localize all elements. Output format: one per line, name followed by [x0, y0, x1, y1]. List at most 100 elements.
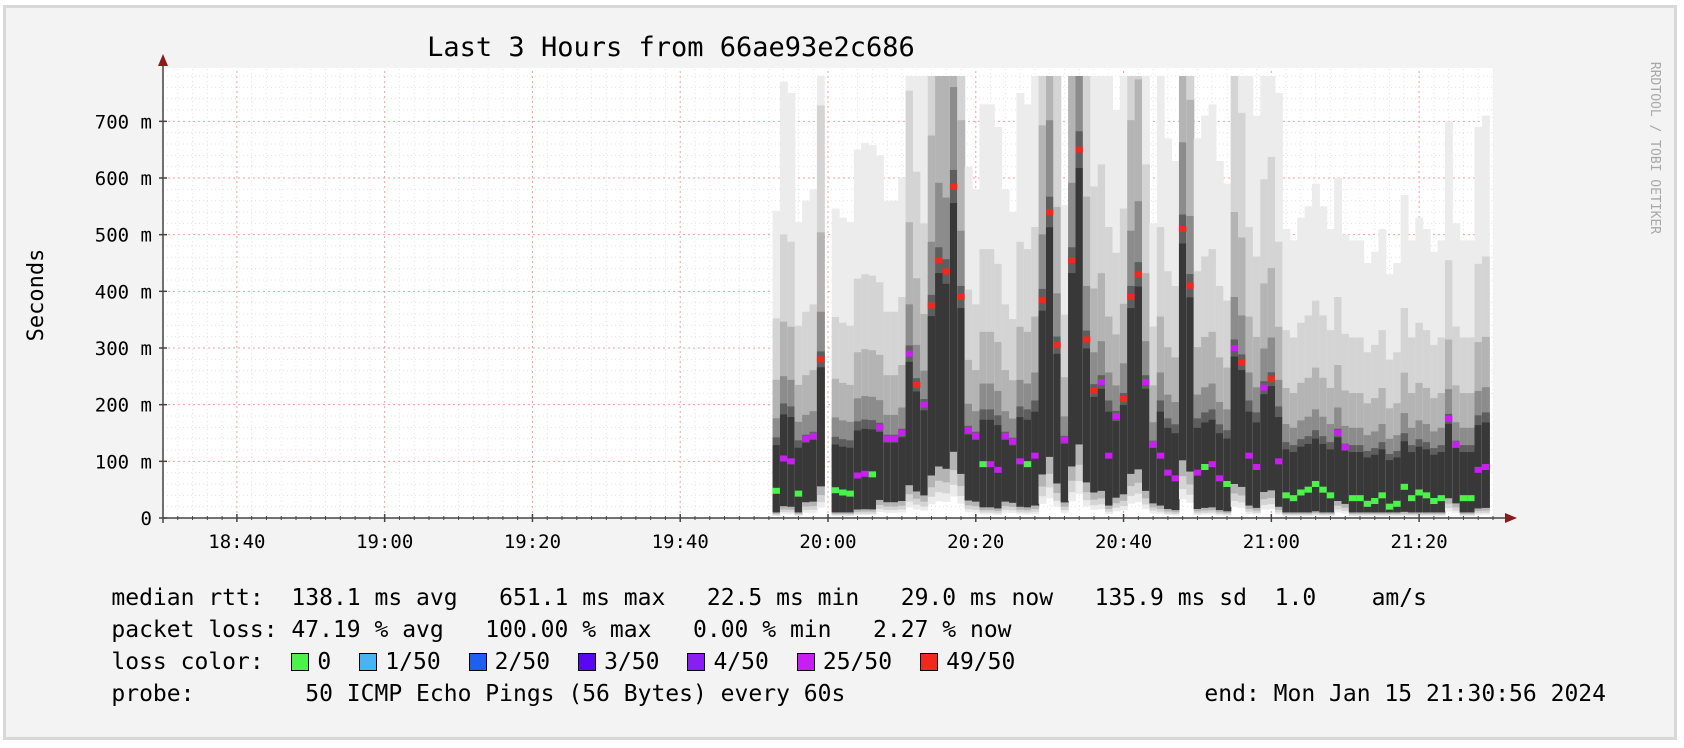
smoke-band: [1408, 452, 1416, 513]
smoke-band: [905, 361, 914, 486]
loss-color-swatch: [578, 653, 597, 671]
median-marker: [1186, 282, 1194, 289]
median-marker: [1038, 296, 1046, 303]
median-marker: [1297, 489, 1305, 496]
median-marker: [1075, 146, 1083, 153]
median-marker: [1385, 503, 1394, 510]
loss-color-item: 25/50: [796, 649, 892, 675]
color-label: loss color:: [111, 649, 264, 675]
median-marker: [794, 490, 803, 497]
smoke-band: [809, 439, 818, 502]
smoke-band: [772, 445, 781, 513]
y-tick-label: 700 m: [95, 111, 152, 133]
smoke-band: [1186, 297, 1195, 472]
median-marker: [1060, 436, 1069, 443]
smoke-band: [816, 367, 825, 487]
median-marker: [1311, 481, 1320, 487]
median-marker: [1238, 359, 1246, 366]
median-marker: [1156, 452, 1165, 459]
median-marker: [1142, 379, 1150, 385]
median-marker: [868, 471, 877, 478]
smoke-band: [1001, 439, 1010, 502]
median-marker: [1001, 432, 1010, 439]
smoke-band: [1311, 438, 1320, 512]
smoke-band: [1149, 448, 1158, 504]
median-marker: [772, 487, 780, 494]
smoke-band: [1393, 457, 1402, 513]
median-marker: [1363, 500, 1372, 507]
median-marker: [876, 424, 884, 431]
smoke-band: [1097, 388, 1106, 491]
median-marker: [1230, 345, 1239, 351]
median-marker: [1112, 413, 1120, 419]
loss-color-label: 1/50: [385, 649, 441, 675]
x-axis-arrow: [1505, 513, 1517, 523]
smoke-band: [1134, 286, 1143, 470]
chart-title: Last 3 Hours from 66ae93e2c686: [427, 32, 915, 63]
smoke-band: [1223, 438, 1232, 512]
x-tick-label: 19:00: [356, 531, 413, 553]
smoke-band: [1119, 404, 1128, 495]
smoke-band: [1459, 452, 1468, 513]
smoke-band: [1193, 427, 1202, 509]
smoke-band: [957, 308, 966, 474]
y-tick-label: 600 m: [95, 168, 152, 190]
loss-color-swatch: [468, 653, 487, 671]
median-marker: [994, 466, 1002, 473]
axes: [158, 54, 1517, 523]
median-marker: [861, 470, 869, 477]
median-marker: [927, 302, 936, 309]
smoke-band: [1215, 433, 1224, 511]
median-marker: [779, 455, 788, 462]
median-marker: [1045, 209, 1054, 215]
smoke-band: [1267, 386, 1276, 491]
smoke-band: [890, 442, 899, 503]
smoke-band: [1038, 310, 1047, 475]
smoke-band: [1045, 227, 1054, 457]
median-marker: [1467, 495, 1475, 502]
smoke-band: [1127, 308, 1136, 474]
smoke-band: [802, 442, 811, 503]
y-tick-label: 400 m: [95, 281, 152, 303]
smoke-band: [1304, 443, 1313, 513]
smoke-band: [1090, 396, 1099, 493]
rtt-min: 22.5 ms min: [706, 585, 860, 611]
loss-color-item: 0: [291, 649, 331, 675]
median-marker: [1016, 458, 1024, 465]
smoke-band: [964, 434, 973, 501]
smoke-band: [942, 283, 951, 469]
median-marker: [898, 430, 906, 436]
loss-color-label: 3/50: [604, 649, 660, 675]
smoke-band: [1289, 452, 1298, 513]
y-tick-label: 300 m: [95, 338, 152, 360]
smoke-band: [935, 273, 944, 467]
smoke-band: [1230, 356, 1239, 484]
y-tick-label: 200 m: [95, 395, 152, 417]
graph-frame: Last 3 Hours from 66ae93e2c686 Seconds R…: [3, 5, 1677, 740]
median-marker: [1393, 500, 1401, 507]
probe-label: probe:: [111, 681, 195, 707]
median-marker: [1326, 492, 1335, 499]
median-marker: [1408, 495, 1416, 502]
smoke-band: [994, 425, 1003, 509]
rtt-label: median rtt:: [111, 585, 264, 611]
smoke-band: [1082, 348, 1091, 483]
x-tick-label: 20:20: [947, 531, 1004, 553]
median-marker: [979, 461, 987, 468]
loss-avg: 47.19 % avg: [291, 617, 444, 643]
loss-now: 2.27 % now: [873, 617, 1012, 643]
rtt-max: 651.1 ms max: [499, 585, 666, 611]
median-marker: [1127, 294, 1135, 300]
median-marker: [802, 435, 810, 442]
smoke-band: [1348, 452, 1357, 513]
median-marker: [964, 427, 973, 434]
end-time: end: Mon Jan 15 21:30:56 2024: [1204, 681, 1606, 707]
median-marker: [883, 435, 891, 442]
median-marker: [1422, 492, 1431, 499]
median-marker: [1201, 464, 1209, 470]
median-marker: [1082, 336, 1091, 343]
median-marker: [1444, 415, 1453, 422]
smoke-band: [1437, 452, 1446, 513]
median-marker: [787, 458, 795, 465]
median-marker: [846, 490, 854, 497]
